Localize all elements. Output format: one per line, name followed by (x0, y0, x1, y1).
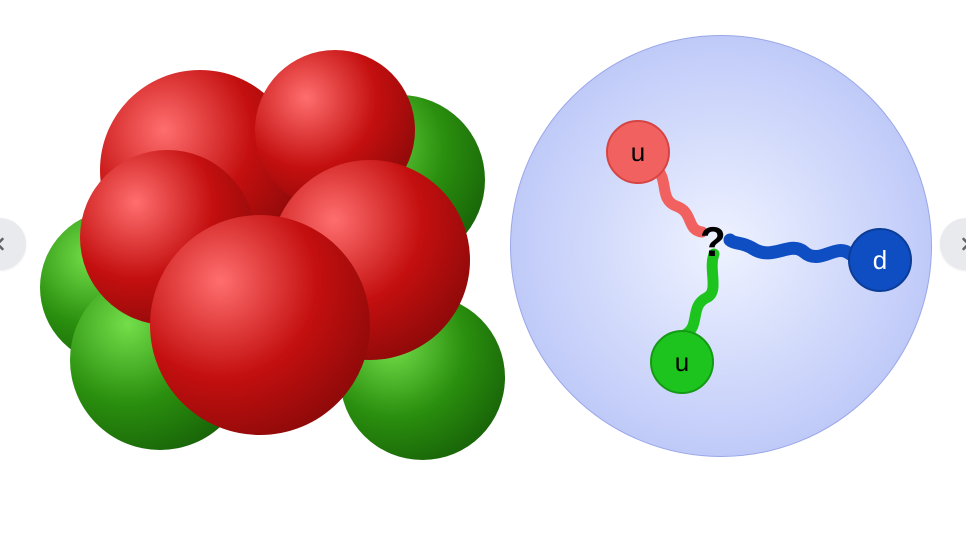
center-question-mark: ? (700, 218, 726, 266)
center-question-mark-text: ? (700, 218, 726, 265)
prev-button[interactable] (0, 218, 26, 270)
quark-down: d (848, 228, 912, 292)
diagram-stage: u u d ? (0, 0, 966, 535)
quark-up-1: u (606, 120, 670, 184)
proton-sphere (150, 215, 370, 435)
quark-up-1-label: u (631, 137, 645, 168)
next-button[interactable] (940, 218, 966, 270)
quark-down-label: d (873, 245, 887, 276)
quark-up-2: u (650, 330, 714, 394)
chevron-left-icon (0, 234, 10, 254)
chevron-right-icon (956, 234, 966, 254)
nucleus-cluster (40, 40, 470, 470)
quark-up-2-label: u (675, 347, 689, 378)
